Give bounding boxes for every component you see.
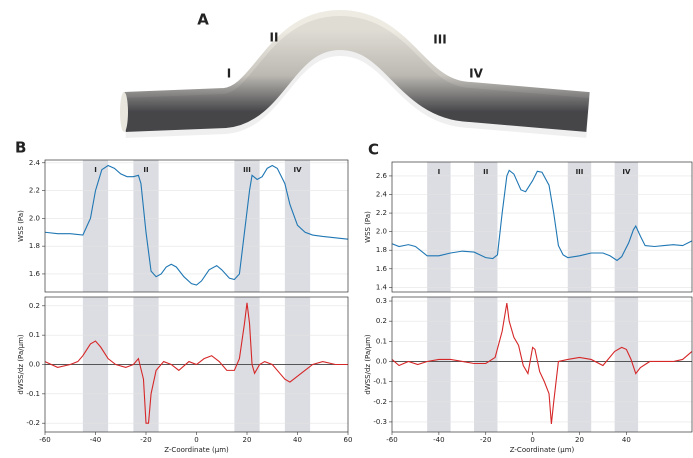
x-tick-label: 20 — [575, 436, 584, 444]
region-band — [234, 160, 259, 292]
x-tick-label: 60 — [344, 436, 353, 444]
region-label: IV — [469, 67, 483, 81]
x-tick-label: 40 — [622, 436, 631, 444]
x-tick-label: -60 — [386, 436, 397, 444]
y-tick-label: 2.0 — [29, 214, 40, 222]
region-band — [568, 162, 591, 292]
region-band — [568, 297, 591, 432]
y-tick-label: 1.8 — [376, 246, 387, 254]
region-band — [615, 297, 638, 432]
y-tick-label: -0.2 — [373, 398, 387, 406]
y-tick-label: 0.1 — [29, 331, 40, 339]
x-tick-label: 0 — [530, 436, 534, 444]
x-tick-label: 0 — [194, 436, 198, 444]
region-band — [427, 162, 450, 292]
panel-label: A — [197, 11, 209, 29]
y-axis-label: dWSS/dz (Pa/µm) — [17, 334, 25, 395]
y-tick-label: -0.1 — [373, 378, 387, 386]
x-tick-label: -20 — [140, 436, 151, 444]
x-tick-label: 40 — [293, 436, 302, 444]
region-band — [474, 162, 497, 292]
y-tick-label: 2.6 — [376, 172, 388, 180]
band-label: II — [483, 168, 488, 176]
x-tick-label: -40 — [90, 436, 101, 444]
vessel-end — [120, 92, 128, 132]
y-tick-label: 2.2 — [376, 209, 387, 217]
tube-render — [120, 30, 588, 132]
figure: A I II III IV IIIIIIIV1.61.82.02.22.4WSS… — [0, 0, 693, 458]
y-tick-label: 1.4 — [376, 283, 388, 291]
band-label: IV — [622, 168, 631, 176]
band-label: III — [243, 166, 251, 174]
band-label: II — [143, 166, 148, 174]
y-tick-label: -0.3 — [373, 418, 387, 426]
x-axis-label: Z-Coordinate (µm) — [510, 446, 575, 454]
y-tick-label: 1.8 — [29, 242, 40, 250]
x-tick-label: -40 — [433, 436, 444, 444]
band-label: III — [576, 168, 584, 176]
band-label: I — [94, 166, 97, 174]
y-tick-label: 2.4 — [376, 191, 388, 199]
y-tick-label: 0.2 — [29, 302, 40, 310]
x-tick-label: 20 — [243, 436, 252, 444]
panel-label: B — [15, 139, 26, 157]
y-tick-label: 0.1 — [376, 337, 387, 345]
y-axis-label: WSS (Pa) — [17, 210, 25, 242]
y-axis-label: WSS (Pa) — [364, 211, 372, 243]
x-tick-label: -20 — [480, 436, 491, 444]
y-tick-label: 0.0 — [376, 357, 387, 365]
y-tick-label: 0.3 — [376, 297, 387, 305]
region-band — [474, 297, 497, 432]
region-label: II — [270, 31, 279, 45]
y-tick-label: -0.1 — [26, 390, 40, 398]
band-label: I — [438, 168, 441, 176]
y-tick-label: 0.2 — [376, 317, 387, 325]
y-axis-label: dWSS/dz (Pa/µm) — [364, 334, 372, 395]
x-tick-label: -60 — [39, 436, 50, 444]
y-tick-label: 0.0 — [29, 361, 40, 369]
y-tick-label: 2.0 — [376, 228, 387, 236]
region-band — [133, 160, 158, 292]
region-label: III — [433, 33, 446, 47]
y-tick-label: 2.2 — [29, 187, 40, 195]
band-label: IV — [293, 166, 302, 174]
region-band — [427, 297, 450, 432]
panel-label: C — [368, 141, 379, 159]
y-tick-label: 2.4 — [29, 159, 41, 167]
y-tick-label: 1.6 — [376, 265, 388, 273]
y-tick-label: 1.6 — [29, 270, 41, 278]
region-label: I — [227, 67, 231, 81]
y-tick-label: -0.2 — [26, 419, 40, 427]
x-axis-label: Z-Coordinate (µm) — [164, 446, 229, 454]
